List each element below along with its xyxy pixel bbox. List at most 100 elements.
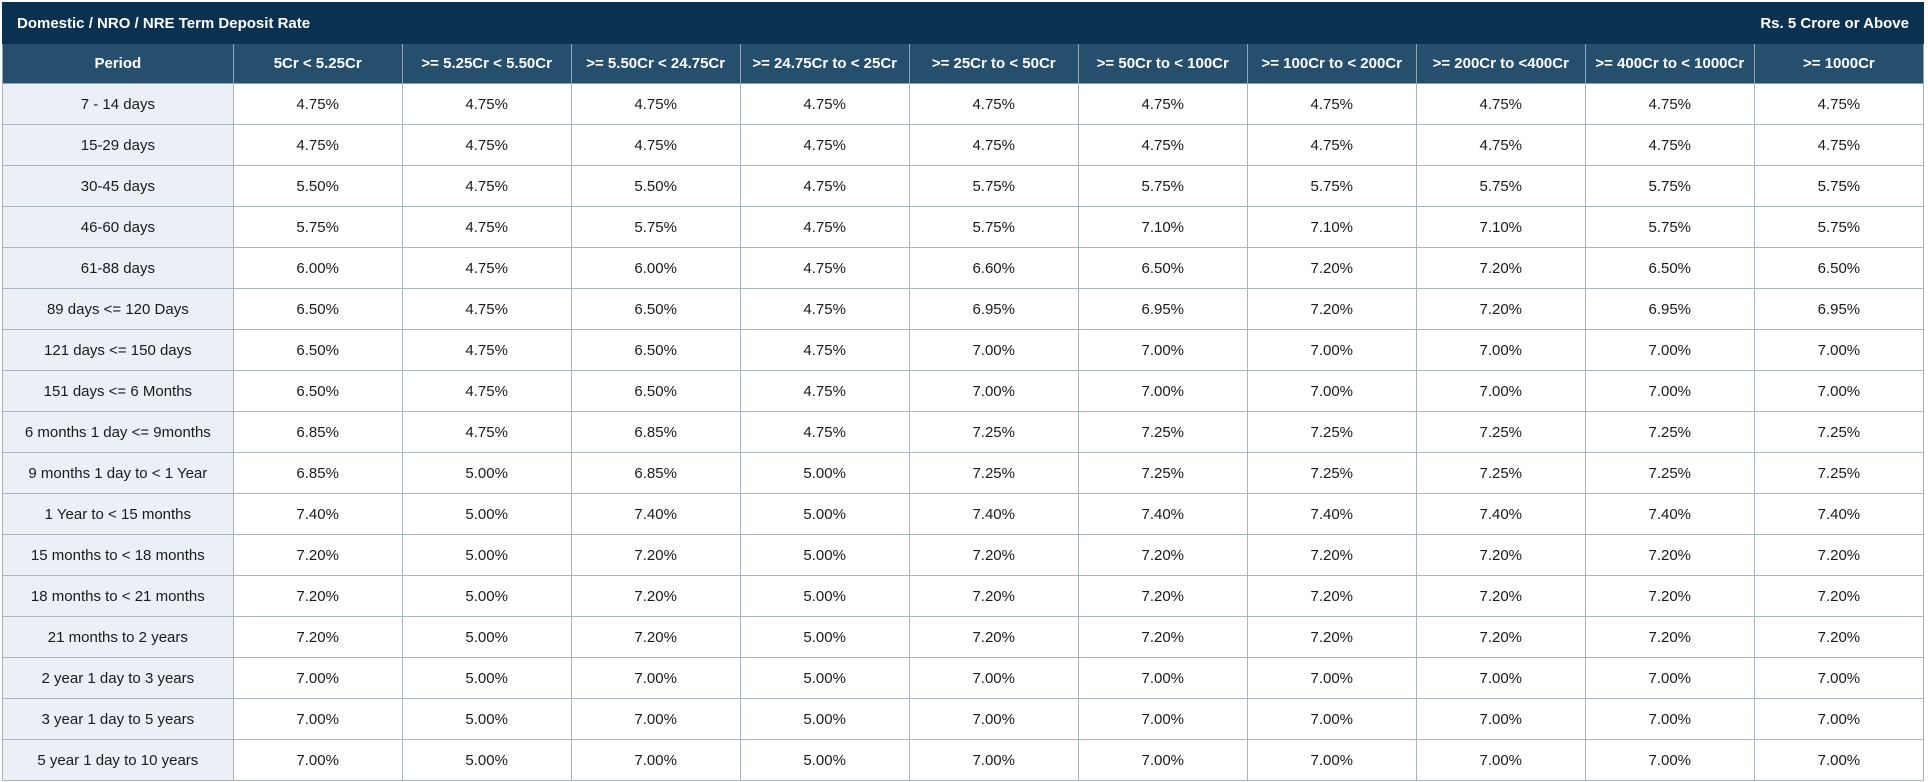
period-cell: 6 months 1 day <= 9months — [2, 411, 234, 453]
rate-cell: 5.00% — [739, 493, 910, 535]
rate-cell: 7.25% — [1584, 452, 1755, 494]
rate-cell: 7.20% — [570, 616, 741, 658]
rate-cell: 5.00% — [401, 575, 572, 617]
rate-cell: 7.40% — [1246, 493, 1417, 535]
table-row: 15 months to < 18 months 7.20% 5.00% 7.20% 5… — [2, 534, 1925, 576]
rate-cell: 7.00% — [570, 739, 741, 781]
rate-cell: 4.75% — [401, 83, 572, 125]
rate-cell: 4.75% — [1753, 83, 1925, 125]
rate-cell: 5.00% — [401, 493, 572, 535]
rate-cell: 7.00% — [1753, 329, 1925, 371]
rate-cell: 7.20% — [1753, 616, 1925, 658]
rate-cell: 7.20% — [570, 534, 741, 576]
rate-cell: 7.25% — [1753, 411, 1925, 453]
rate-cell: 7.20% — [1246, 247, 1417, 289]
period-cell: 7 - 14 days — [2, 83, 234, 125]
rate-cell: 5.00% — [739, 616, 910, 658]
period-cell: 89 days <= 120 Days — [2, 288, 234, 330]
rate-cell: 7.20% — [1584, 616, 1755, 658]
rate-cell: 5.00% — [401, 616, 572, 658]
rate-cell: 7.20% — [232, 534, 403, 576]
column-header-tier: >= 5.25Cr < 5.50Cr — [401, 43, 572, 84]
rate-cell: 7.20% — [908, 575, 1079, 617]
rate-cell: 7.00% — [1077, 370, 1248, 412]
rate-cell: 6.85% — [232, 411, 403, 453]
rate-cell: 7.00% — [1415, 657, 1586, 699]
rate-cell: 4.75% — [739, 165, 910, 207]
rate-cell: 4.75% — [401, 329, 572, 371]
rate-cell: 5.00% — [401, 698, 572, 740]
rate-cell: 6.50% — [570, 288, 741, 330]
rate-cell: 7.00% — [1415, 329, 1586, 371]
period-cell: 5 year 1 day to 10 years — [2, 739, 234, 781]
rate-cell: 6.95% — [1584, 288, 1755, 330]
rate-cell: 7.20% — [1077, 616, 1248, 658]
table-subtitle: Rs. 5 Crore or Above — [1077, 2, 1925, 44]
rate-cell: 4.75% — [232, 124, 403, 166]
rate-cell: 4.75% — [1246, 124, 1417, 166]
rate-cell: 4.75% — [739, 329, 910, 371]
rate-cell: 7.00% — [232, 698, 403, 740]
rate-cell: 4.75% — [739, 370, 910, 412]
rate-cell: 7.20% — [1584, 575, 1755, 617]
rate-cell: 7.00% — [908, 370, 1079, 412]
rate-cell: 7.20% — [1246, 288, 1417, 330]
rate-cell: 7.40% — [908, 493, 1079, 535]
rate-cell: 7.25% — [908, 452, 1079, 494]
table-row: 151 days <= 6 Months 6.50% 4.75% 6.50% 4.75%… — [2, 370, 1925, 412]
table-row: 46-60 days 5.75% 4.75% 5.75% 4.75% 5.75% 7.10%… — [2, 206, 1925, 248]
rate-cell: 7.00% — [1415, 370, 1586, 412]
rate-cell: 7.20% — [570, 575, 741, 617]
rate-cell: 7.00% — [908, 739, 1079, 781]
rate-cell: 7.20% — [1415, 534, 1586, 576]
rate-cell: 7.20% — [1415, 247, 1586, 289]
rate-cell: 7.10% — [1077, 206, 1248, 248]
rate-cell: 7.20% — [1415, 288, 1586, 330]
rate-cell: 5.00% — [739, 452, 910, 494]
rate-cell: 6.95% — [1753, 288, 1925, 330]
rate-cell: 7.20% — [1077, 575, 1248, 617]
rate-cell: 7.25% — [1246, 452, 1417, 494]
table-row: 5 year 1 day to 10 years 7.00% 5.00% 7.00% 5… — [2, 739, 1925, 781]
rate-cell: 4.75% — [401, 124, 572, 166]
rate-cell: 5.00% — [739, 575, 910, 617]
rate-cell: 5.00% — [401, 534, 572, 576]
rate-cell: 4.75% — [739, 288, 910, 330]
table-row: 3 year 1 day to 5 years 7.00% 5.00% 7.00% 5.… — [2, 698, 1925, 740]
title-row: Domestic / NRO / NRE Term Deposit Rate R… — [2, 2, 1925, 44]
rate-cell: 7.00% — [232, 739, 403, 781]
rate-cell: 7.25% — [1077, 452, 1248, 494]
rate-cell: 6.50% — [1077, 247, 1248, 289]
rate-cell: 7.00% — [232, 657, 403, 699]
rate-cell: 7.40% — [570, 493, 741, 535]
rate-cell: 4.75% — [401, 411, 572, 453]
column-header-period: Period — [2, 43, 234, 84]
rate-cell: 7.00% — [1584, 370, 1755, 412]
table-row: 6 months 1 day <= 9months 6.85% 4.75% 6.85%… — [2, 411, 1925, 453]
rate-cell: 5.75% — [1753, 206, 1925, 248]
rate-cell: 4.75% — [401, 165, 572, 207]
rate-cell: 5.75% — [1584, 206, 1755, 248]
rate-cell: 6.00% — [232, 247, 403, 289]
period-cell: 3 year 1 day to 5 years — [2, 698, 234, 740]
rate-cell: 7.20% — [1584, 534, 1755, 576]
rate-cell: 7.00% — [1753, 698, 1925, 740]
rate-cell: 7.20% — [1246, 534, 1417, 576]
column-header-tier: >= 5.50Cr < 24.75Cr — [570, 43, 741, 84]
rate-cell: 4.75% — [1584, 83, 1755, 125]
rate-cell: 4.75% — [1584, 124, 1755, 166]
rate-cell: 7.20% — [1753, 575, 1925, 617]
rate-cell: 5.00% — [401, 739, 572, 781]
period-cell: 151 days <= 6 Months — [2, 370, 234, 412]
rate-cell: 7.20% — [1415, 616, 1586, 658]
rate-cell: 7.25% — [1753, 452, 1925, 494]
rate-cell: 7.40% — [1077, 493, 1248, 535]
rate-cell: 7.20% — [1246, 616, 1417, 658]
rate-cell: 7.00% — [1246, 329, 1417, 371]
column-header-tier: >= 400Cr to < 1000Cr — [1584, 43, 1755, 84]
rate-cell: 7.20% — [908, 534, 1079, 576]
rate-cell: 7.00% — [1584, 739, 1755, 781]
rate-cell: 6.00% — [570, 247, 741, 289]
rate-cell: 5.75% — [1753, 165, 1925, 207]
